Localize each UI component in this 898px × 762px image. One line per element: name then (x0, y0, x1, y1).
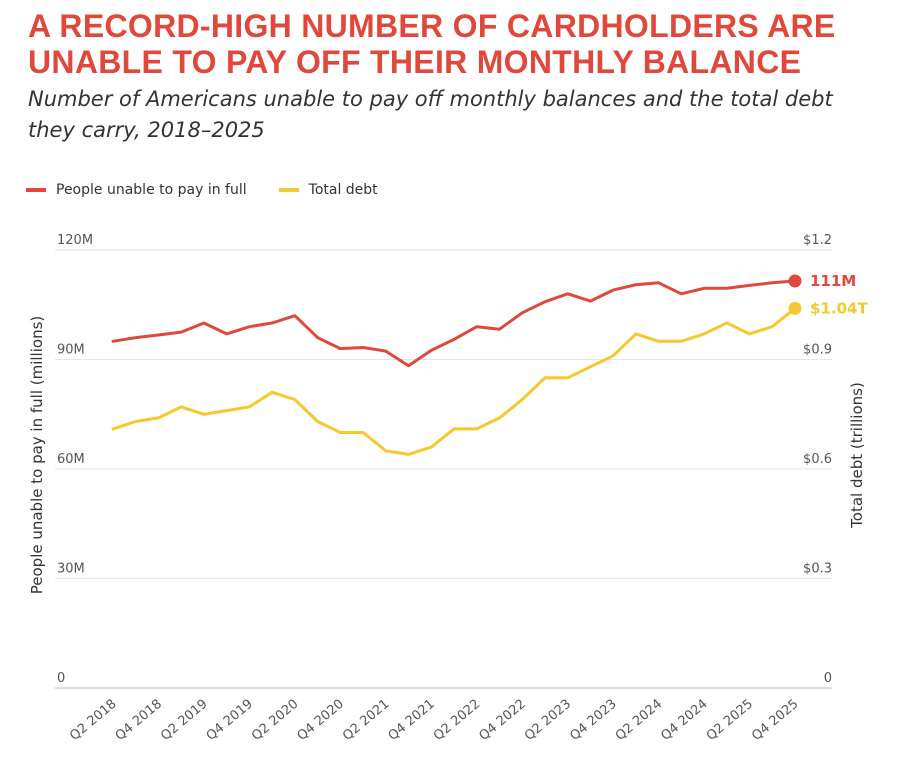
x-tick-label: Q4 2021 (386, 697, 438, 744)
x-tick-label: Q2 2018 (67, 697, 119, 744)
legend-swatch-people (26, 188, 46, 192)
y-right-axis-title: Total debt (trillions) (848, 382, 866, 529)
x-tick-label: Q4 2020 (295, 697, 347, 744)
x-tick-label: Q2 2021 (340, 697, 392, 744)
x-tick-label: Q2 2024 (613, 697, 665, 744)
legend-item-people: People unable to pay in full (26, 182, 247, 198)
x-tick-label: Q4 2023 (567, 697, 619, 744)
y-right-tick-label: $0.9 (803, 343, 832, 358)
end-point-people (788, 274, 802, 288)
chart-subtitle: Number of Americans unable to pay off mo… (28, 87, 833, 142)
y-left-tick-label: 90M (57, 343, 85, 358)
x-tick-label: Q2 2023 (522, 697, 574, 744)
x-tick-label: Q4 2018 (113, 697, 165, 744)
y-left-tick-label: 120M (57, 233, 93, 248)
y-left-tick-label: 60M (57, 452, 85, 467)
chart-title: A RECORD-HIGH NUMBER OF CARDHOLDERS ARE … (28, 8, 836, 80)
x-tick-label: Q4 2019 (204, 697, 256, 744)
series-line-debt (111, 306, 797, 456)
y-right-tick-label: $1.2 (803, 233, 832, 248)
x-tick-label: Q2 2022 (431, 697, 483, 744)
legend: People unable to pay in full Total debt (26, 182, 410, 198)
legend-item-debt: Total debt (278, 182, 378, 198)
x-tick-label: Q4 2022 (476, 697, 528, 744)
x-tick-label: Q2 2020 (249, 697, 301, 744)
x-tick-label: Q4 2024 (658, 697, 710, 744)
chart-title-line-1: A RECORD-HIGH NUMBER OF CARDHOLDERS ARE (28, 8, 836, 44)
y-left-tick-label: 30M (57, 562, 85, 577)
end-label-debt: $1.04T (810, 299, 868, 317)
x-tick-label: Q2 2019 (158, 697, 210, 744)
end-label-people: 111M (810, 272, 856, 290)
y-left-tick-label: 0 (57, 671, 65, 686)
legend-label-debt: Total debt (308, 182, 378, 198)
y-right-tick-label: 0 (824, 671, 832, 686)
x-tick-label: Q4 2025 (749, 697, 801, 744)
legend-label-people: People unable to pay in full (56, 182, 247, 198)
chart-title-line-2: UNABLE TO PAY OFF THEIR MONTHLY BALANCE (28, 44, 802, 80)
series-line-people (111, 279, 797, 368)
legend-swatch-debt (278, 188, 299, 192)
y-right-tick-label: $0.6 (803, 452, 832, 467)
y-left-axis-title: People unable to pay in full (millions) (28, 316, 46, 595)
y-right-tick-label: $0.3 (803, 562, 832, 577)
end-point-debt (788, 301, 802, 315)
x-tick-label: Q2 2025 (704, 697, 756, 744)
